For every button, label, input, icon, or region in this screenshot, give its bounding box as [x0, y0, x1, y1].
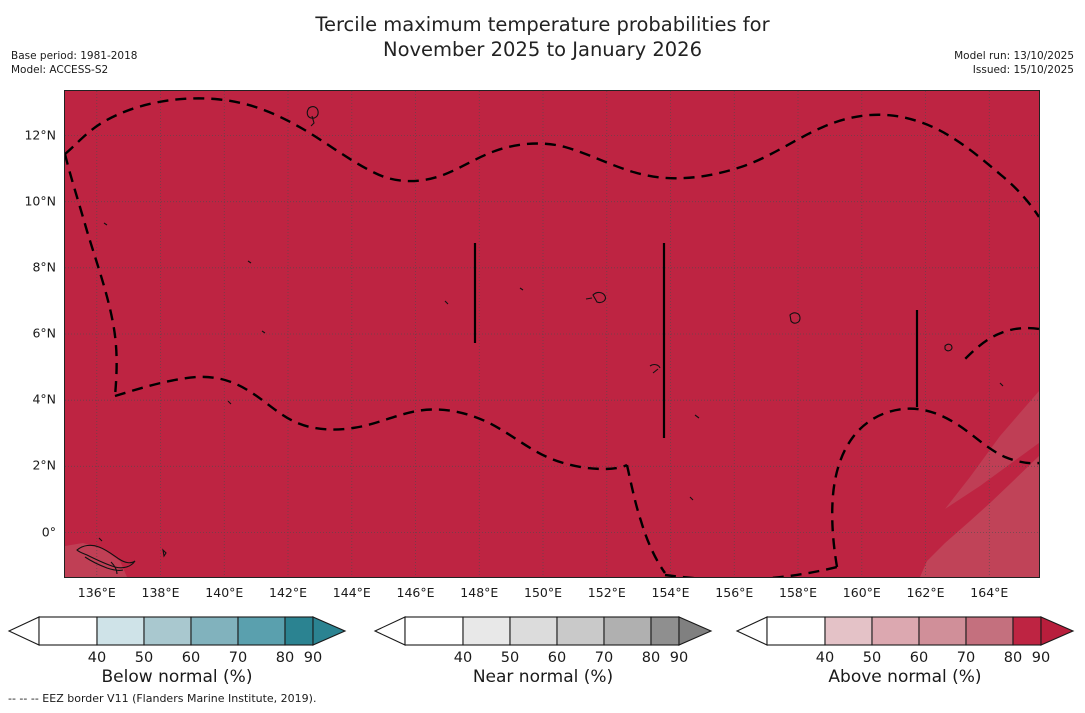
colorbar-cell: [650, 616, 680, 646]
eez-border: [65, 97, 1039, 577]
colorbar-under-arrow: [735, 616, 768, 646]
colorbar-near-normal[interactable]: 40 50 60 70 80 90 Near normal (%): [367, 612, 719, 692]
colorbar-tick: 90: [669, 650, 689, 666]
x-tick-label: 158°E: [778, 585, 818, 600]
colorbar-tick: 80: [1003, 650, 1023, 666]
map-axes[interactable]: © Commonwealth of Australia 2025, Bureau…: [64, 90, 1040, 578]
colorbar-gradient: [373, 616, 713, 646]
x-axis-tick-labels: 136°E 138°E 140°E 142°E 144°E 146°E 148°…: [64, 585, 1040, 605]
colorbar-cell: [603, 616, 652, 646]
colorbar-tick-labels: 40 50 60 70 80 90: [1, 650, 353, 668]
colorbar-cell: [766, 616, 826, 646]
colorbar-cells: [373, 616, 713, 646]
x-tick-label: 144°E: [332, 585, 371, 600]
colorbar-title: Below normal (%): [101, 667, 253, 687]
model-metadata: Base period: 1981-2018 Model: ACCESS-S2: [11, 50, 138, 76]
y-tick-label: 2°N: [32, 457, 56, 473]
y-tick-label: 10°N: [24, 193, 56, 209]
colorbar-above-normal[interactable]: 40 50 60 70 80 90 Above normal (%): [729, 612, 1081, 692]
y-tick-label: 4°N: [32, 391, 56, 407]
colorbar-gradient: [7, 616, 347, 646]
colorbar-cell: [190, 616, 239, 646]
colorbar-cell: [38, 616, 98, 646]
colorbar-tick: 70: [956, 650, 976, 666]
colorbar-tick: 90: [1031, 650, 1051, 666]
colorbar-tick: 80: [641, 650, 661, 666]
x-tick-label: 148°E: [460, 585, 499, 600]
colorbar-cell: [237, 616, 286, 646]
x-tick-label: 136°E: [77, 585, 116, 600]
colorbar-cell: [284, 616, 314, 646]
colorbar-below-normal[interactable]: 40 50 60 70 80 90 Below normal (%): [1, 612, 353, 692]
colorbar-cell: [824, 616, 873, 646]
colorbar-cells: [7, 616, 347, 646]
x-tick-label: 162°E: [906, 585, 945, 600]
colorbar-tick-labels: 40 50 60 70 80 90: [367, 650, 719, 668]
colorbar-tick: 80: [275, 650, 295, 666]
colorbar-title: Near normal (%): [472, 667, 614, 687]
colorbar-tick: 60: [181, 650, 201, 666]
x-tick-label: 152°E: [587, 585, 626, 600]
colorbar-tick-labels: 40 50 60 70 80 90: [729, 650, 1081, 668]
y-tick-label: 8°N: [32, 259, 56, 275]
run-metadata: Model run: 13/10/2025 Issued: 15/10/2025: [954, 50, 1074, 76]
y-axis-tick-labels: 12°N 10°N 8°N 6°N 4°N 2°N 0°: [0, 90, 56, 578]
y-tick-label: 12°N: [24, 127, 56, 142]
colorbar-cell: [404, 616, 464, 646]
colorbar-tick: 50: [134, 650, 154, 666]
colorbar-tick: 40: [815, 650, 835, 666]
colorbar-under-arrow: [7, 616, 40, 646]
colorbar-over-arrow: [678, 616, 713, 646]
x-tick-label: 154°E: [651, 585, 690, 600]
colorbar-cell: [556, 616, 605, 646]
colorbar-tick: 50: [500, 650, 520, 666]
colorbar-cell: [918, 616, 967, 646]
colorbar-gradient: [735, 616, 1075, 646]
colorbar-tick: 50: [862, 650, 882, 666]
x-tick-label: 164°E: [970, 585, 1009, 600]
colorbar-cell: [143, 616, 192, 646]
colorbar-over-arrow: [312, 616, 347, 646]
coastlines: [76, 106, 1004, 575]
colorbar-tick: 70: [228, 650, 248, 666]
colorbar-tick: 60: [909, 650, 929, 666]
colorbar-over-arrow: [1040, 616, 1075, 646]
page-title: Tercile maximum temperature probabilitie…: [315, 13, 770, 61]
colorbar-cell: [509, 616, 558, 646]
colorbar-under-arrow: [373, 616, 406, 646]
y-tick-label: 0°: [41, 524, 56, 539]
colorbar-title: Above normal (%): [828, 667, 982, 687]
eez-legend-footnote: -- -- -- EEZ border V11 (Flanders Marine…: [8, 692, 317, 705]
x-tick-label: 160°E: [842, 585, 881, 600]
map-raster: [65, 91, 1039, 577]
colorbar-tick: 90: [303, 650, 323, 666]
x-tick-label: 146°E: [396, 585, 435, 600]
x-tick-label: 150°E: [523, 585, 563, 600]
colorbar-cell: [462, 616, 511, 646]
colorbar-tick: 40: [453, 650, 473, 666]
colorbar-cell: [965, 616, 1014, 646]
colorbar-cell: [1012, 616, 1042, 646]
eez-border-segments: [473, 243, 919, 438]
colorbar-tick: 70: [594, 650, 614, 666]
colorbar-cell: [96, 616, 145, 646]
map-container[interactable]: © Commonwealth of Australia 2025, Bureau…: [64, 90, 1040, 578]
x-tick-label: 138°E: [141, 585, 180, 600]
colorbar-cells: [735, 616, 1075, 646]
y-tick-label: 6°N: [32, 325, 56, 341]
x-tick-label: 142°E: [268, 585, 308, 600]
x-tick-label: 140°E: [205, 585, 244, 600]
map-gridlines: [65, 91, 1039, 577]
colorbar-tick: 60: [547, 650, 567, 666]
colorbar-cell: [871, 616, 920, 646]
x-tick-label: 156°E: [715, 585, 754, 600]
colorbar-tick: 40: [87, 650, 107, 666]
